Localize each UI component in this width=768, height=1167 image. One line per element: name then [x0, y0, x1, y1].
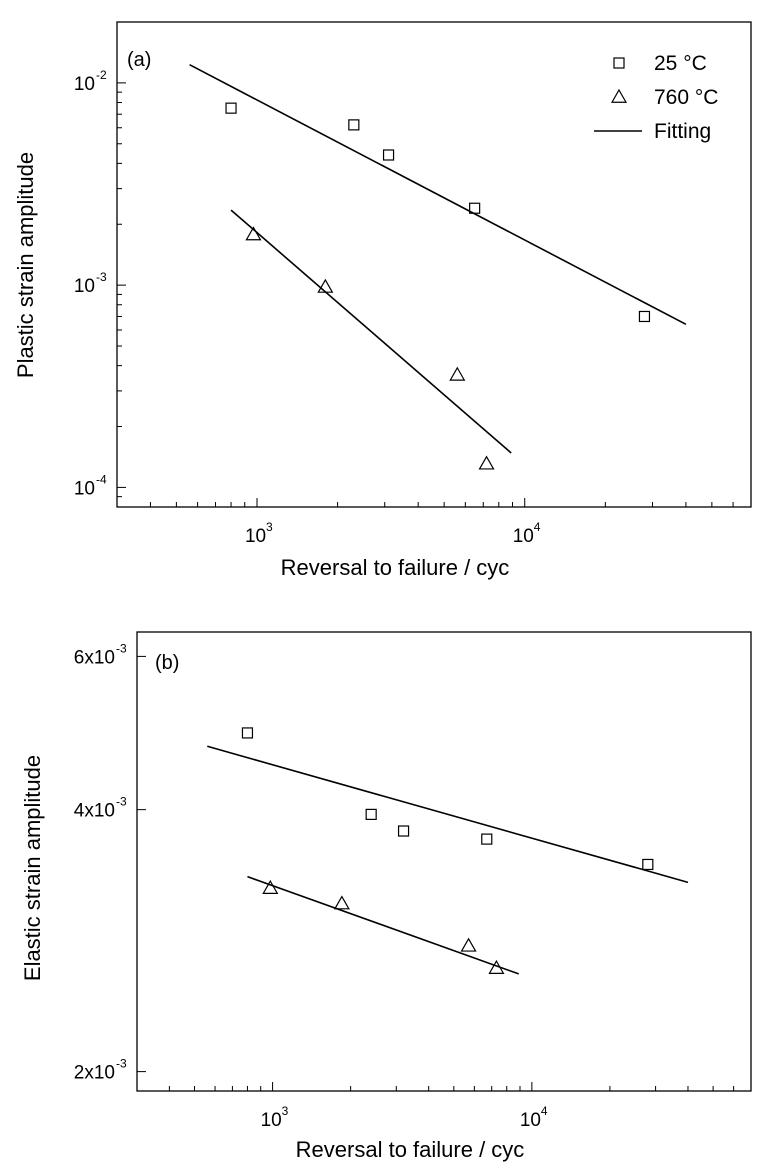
panel-a-fit-line-2: [230, 209, 512, 454]
panel-b-series-2-point: [333, 895, 350, 910]
panel-a-x-tick-exponent: 3: [266, 520, 273, 534]
legend-entry-label: Fitting: [654, 120, 711, 143]
panel-b-fit-line-1: [207, 745, 689, 884]
panel-b-y-tick-label: 2x10: [74, 1063, 115, 1084]
panel-a-x-tick-label: 10: [513, 526, 534, 547]
panel-a-x-tick-exponent: 4: [534, 520, 541, 534]
panel-b-y-tick-label: 6x10: [74, 647, 115, 668]
panel-a-plastic-strain: (a) Reversal to failure / cyc Plastic st…: [13, 21, 752, 580]
panel-a-fit-line-1: [189, 63, 687, 326]
panel-a-x-tick-label: 10: [245, 526, 266, 547]
panel-a-series-1-point: [382, 149, 395, 161]
legend-entry-label: 760 °C: [654, 86, 718, 109]
panel-b-elastic-strain: (b) Reversal to failure / cyc Elastic st…: [20, 631, 752, 1162]
panel-a-y-tick-exponent: -2: [96, 68, 107, 82]
panel-b-series-1-point: [241, 727, 254, 739]
panel-b-y-tick-exponent: -3: [116, 641, 127, 655]
panel-a-y-tick-exponent: -4: [96, 472, 107, 486]
panel-a-legend: 25 °C 760 °C Fitting: [594, 52, 718, 143]
panel-a-series-2-point: [478, 455, 495, 470]
panel-b-series-2-point: [460, 937, 477, 952]
panel-b-y-axis-title: Elastic strain amplitude: [20, 755, 45, 981]
panel-b-fit-line-2: [247, 875, 520, 975]
panel-b-x-tick-label: 10: [520, 1110, 541, 1131]
panel-b-y-tick-exponent: -3: [116, 1057, 127, 1071]
panel-a-series-1-point: [638, 310, 651, 323]
panel-b-x-tick-exponent: 3: [282, 1104, 289, 1118]
panel-a-series-1-point: [348, 119, 360, 131]
legend-triangle-marker: [610, 88, 628, 103]
panel-b-series-1-point: [642, 858, 654, 871]
panel-a-series-1-point: [225, 102, 237, 114]
panel-b-y-tick-exponent: -3: [116, 795, 127, 809]
panel-a-y-tick-label: 10: [74, 74, 95, 95]
panel-b-series-1-point: [481, 833, 493, 845]
panel-b-x-tick-exponent: 4: [541, 1104, 548, 1118]
legend-square-marker: [613, 57, 625, 69]
panel-b-y-tick-label: 4x10: [74, 801, 115, 822]
panel-a-y-axis-title: Plastic strain amplitude: [13, 152, 38, 378]
panel-b-x-tick-label: 10: [261, 1110, 282, 1131]
panel-a-y-tick-label: 10: [74, 276, 95, 297]
panel-a-series-1-point: [469, 202, 481, 214]
panel-a-ticks: 10 3 10 410 -210 -310 -4: [74, 21, 752, 547]
panel-b-x-axis-title: Reversal to failure / cyc: [296, 1137, 525, 1162]
panel-a-label: (a): [127, 49, 151, 71]
panel-a-x-axis-title: Reversal to failure / cyc: [281, 555, 510, 580]
panel-b-series-1-point: [397, 825, 410, 837]
panel-a-marks: [189, 63, 687, 470]
panel-a-y-tick-label: 10: [74, 478, 95, 499]
panel-a-y-tick-exponent: -3: [96, 270, 107, 284]
legend-entry-label: 25 °C: [654, 52, 707, 75]
panel-b-label: (b): [155, 652, 179, 674]
panel-b-plot-frame: [136, 631, 752, 1092]
panel-b-series-1-point: [365, 808, 377, 820]
panel-b-series-2-point: [488, 959, 505, 974]
panel-a-series-2-point: [449, 366, 466, 381]
panel-a-series-2-point: [245, 226, 262, 241]
panel-b-series-2-point: [262, 879, 279, 894]
panel-a-series-2-point: [317, 278, 334, 293]
panel-b-marks: [207, 727, 689, 975]
panel-a-plot-frame: [116, 21, 752, 508]
